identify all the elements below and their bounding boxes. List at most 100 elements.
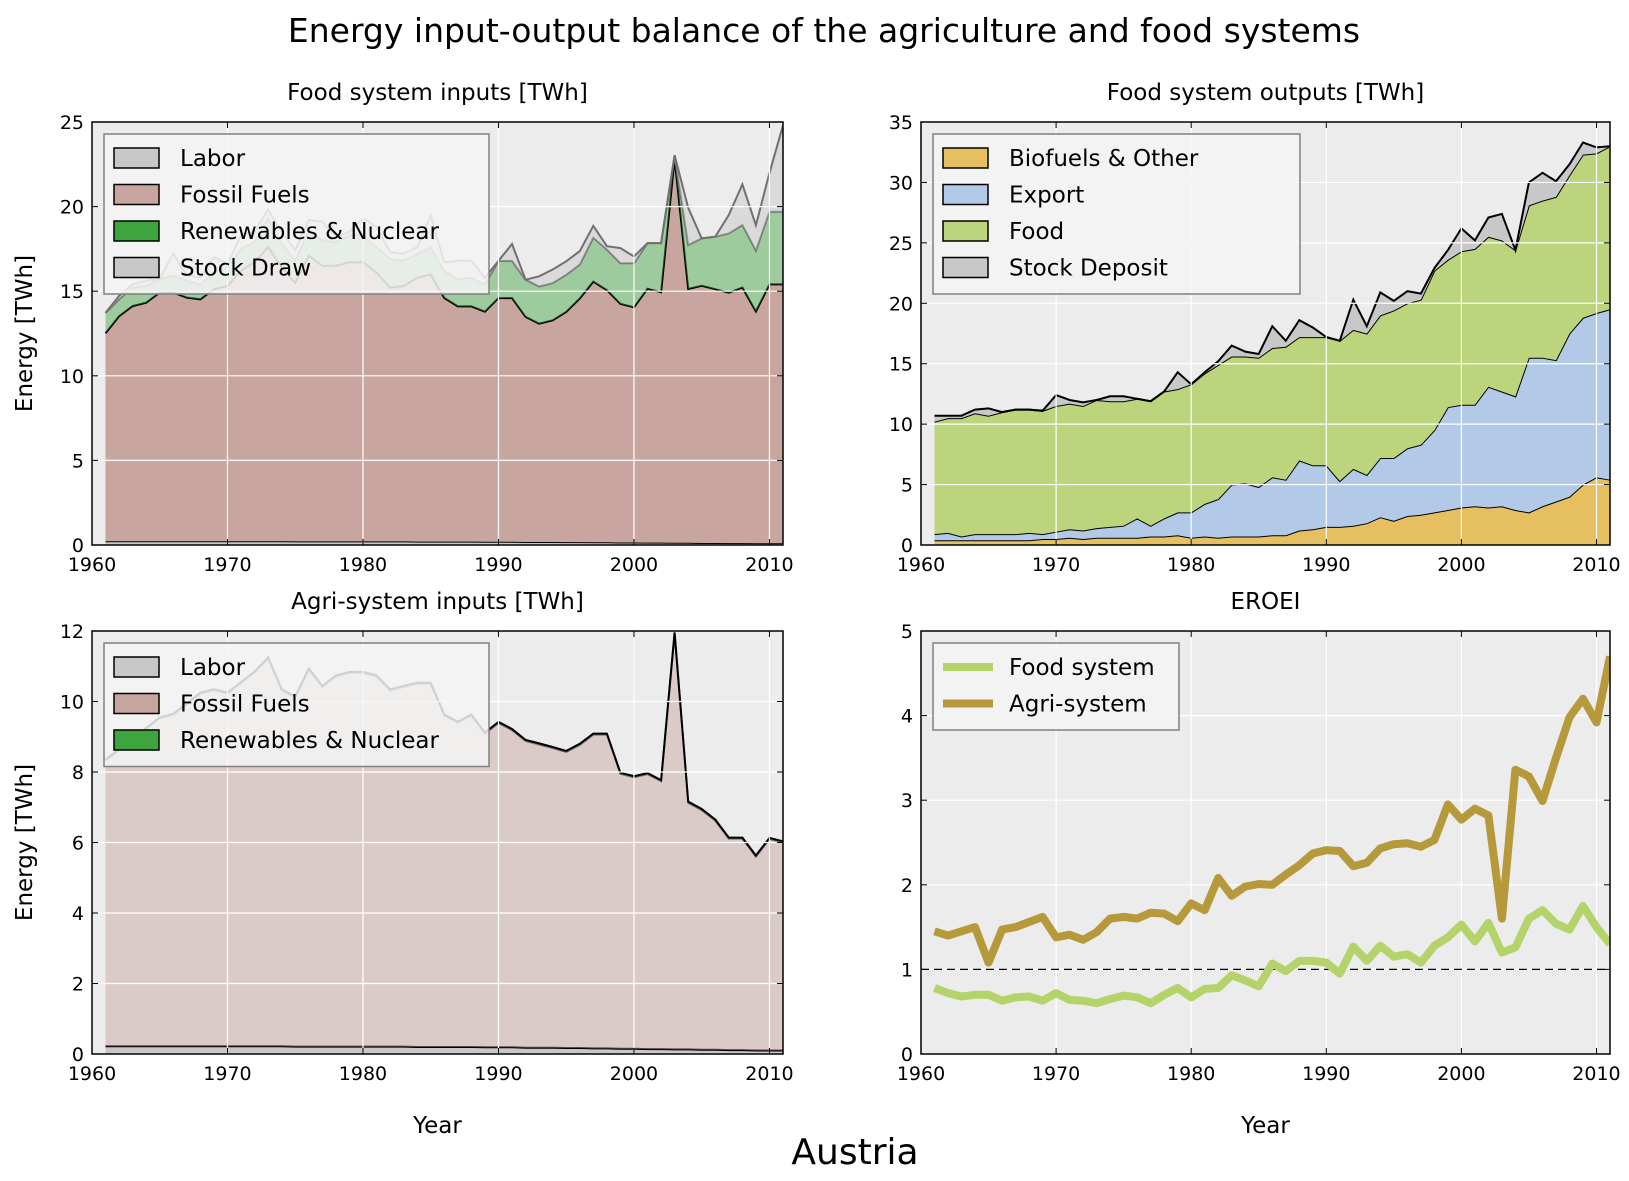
x-tick-label: 1970: [203, 554, 251, 576]
x-tick-label: 2010: [1572, 554, 1620, 576]
x-tick-label: 2000: [610, 1063, 658, 1085]
chart-food-system-outputs: 1960 1970 1980 1990 2000 2010 0 5 10 15 20 25 30 35 Fo…: [889, 80, 1621, 576]
legend-swatch: [942, 220, 989, 242]
y-tick-label: 12: [60, 621, 84, 643]
plot-area: [92, 122, 783, 545]
legend-swatch: [113, 656, 160, 678]
y-axis-label: Energy [TWh]: [12, 255, 38, 412]
legend-label: Renewables & Nuclear: [180, 728, 439, 754]
legend-box: [103, 642, 490, 768]
chart-title: Agri-system inputs [TWh]: [291, 589, 584, 615]
y-tick-label: 6: [72, 833, 84, 855]
chart-title: EROEI: [1231, 589, 1301, 615]
legend-label: Fossil Fuels: [180, 692, 310, 718]
x-tick-label: 1990: [1302, 554, 1350, 576]
plot-area: [921, 631, 1610, 1054]
legend-box: [103, 133, 490, 295]
x-tick-label: 1970: [1032, 554, 1080, 576]
plot-frame: [920, 630, 1611, 1055]
legend-swatch: [113, 220, 160, 242]
y-tick-label: 0: [72, 1044, 84, 1066]
legend-label: Agri-system: [1009, 692, 1147, 718]
legend-label: Export: [1009, 183, 1084, 209]
figure-title: Energy input-output balance of the agric…: [288, 11, 1360, 50]
y-tick-label: 0: [72, 535, 84, 557]
x-tick-label: 1960: [897, 1063, 945, 1085]
legend-label: Labor: [180, 146, 246, 172]
x-tick-label: 1960: [68, 554, 116, 576]
chart-title: Food system outputs [TWh]: [1107, 80, 1424, 106]
legend-box: [932, 642, 1180, 731]
line-food-system: [933, 902, 1610, 1008]
y-tick-label: 1: [901, 959, 913, 981]
legend-label: Fossil Fuels: [180, 183, 310, 209]
y-tick-label: 3: [901, 790, 913, 812]
x-tick-label: 2010: [745, 1063, 793, 1085]
x-tick-label: 1960: [68, 1063, 116, 1085]
y-tick-label: 8: [72, 762, 84, 784]
chart-title: Food system inputs [TWh]: [287, 80, 588, 106]
x-axis-label: Year: [1240, 1113, 1290, 1139]
x-tick-label: 1990: [474, 554, 522, 576]
legend-swatch: [113, 692, 160, 715]
legend-label: Stock Deposit: [1009, 256, 1168, 282]
area-renewables-and-nuclear: [105, 155, 783, 334]
y-tick-label: 25: [60, 112, 84, 134]
y-tick-label: 15: [889, 354, 913, 376]
x-tick-label: 2010: [1572, 1063, 1620, 1085]
x-axis-label: Year: [412, 1113, 462, 1139]
y-tick-label: 30: [889, 172, 913, 194]
legend-label: Food system: [1009, 655, 1155, 681]
x-tick-label: 1980: [1167, 554, 1215, 576]
plot-frame: [920, 121, 1611, 546]
y-tick-label: 10: [60, 366, 84, 388]
legend-label: Food: [1009, 219, 1064, 245]
x-tick-label: 1960: [897, 554, 945, 576]
x-tick-label: 1980: [339, 1063, 387, 1085]
legend-swatch: [942, 183, 989, 206]
legend-swatch: [113, 729, 160, 751]
legend-label: Renewables & Nuclear: [180, 219, 439, 245]
y-tick-label: 0: [901, 535, 913, 557]
area-biofuels-and-other: [934, 477, 1610, 545]
area-edge-labor: [105, 1045, 783, 1052]
y-tick-label: 5: [72, 450, 84, 472]
x-tick-label: 2010: [745, 554, 793, 576]
y-tick-label: 25: [889, 233, 913, 255]
y-tick-label: 5: [901, 621, 913, 643]
legend-swatch: [113, 183, 160, 206]
legend-label: Stock Draw: [180, 256, 311, 282]
y-tick-label: 20: [889, 293, 913, 315]
legend-swatch: [113, 147, 160, 169]
x-tick-label: 2000: [610, 554, 658, 576]
y-tick-label: 20: [60, 197, 84, 219]
legend-label: Labor: [180, 655, 246, 681]
y-tick-label: 4: [72, 903, 84, 925]
plot-area: [921, 122, 1610, 545]
y-tick-label: 10: [889, 414, 913, 436]
x-tick-label: 2000: [1437, 1063, 1485, 1085]
x-tick-label: 1970: [203, 1063, 251, 1085]
area-food: [934, 146, 1610, 537]
y-tick-label: 35: [889, 112, 913, 134]
y-tick-label: 15: [60, 281, 84, 303]
area-labor: [105, 1046, 783, 1054]
x-tick-label: 2000: [1437, 554, 1485, 576]
y-tick-label: 10: [60, 692, 84, 714]
x-tick-label: 1990: [1302, 1063, 1350, 1085]
y-tick-label: 0: [901, 1044, 913, 1066]
chart-eroei: 1960 1970 1980 1990 2000 2010 0 1 2 3 4 5 EROEI Year F…: [897, 589, 1621, 1139]
y-tick-label: 4: [901, 706, 913, 728]
legend-swatch: [942, 147, 989, 169]
chart-food-system-inputs: 1960 1970 1980 1990 2000 2010 0 5 10 15 20 25 Food s…: [12, 80, 794, 576]
y-tick-label: 2: [72, 974, 84, 996]
figure-footer: Austria: [791, 1132, 918, 1173]
x-tick-label: 1990: [474, 1063, 522, 1085]
legend-swatch: [942, 256, 989, 279]
area-export: [934, 309, 1610, 541]
area-edge-stock-deposit: [934, 141, 1610, 417]
chart-agri-system-inputs: 1960 1970 1980 1990 2000 2010 0 2 4 6 8 10 12 Agri-sy…: [12, 589, 794, 1139]
x-tick-label: 1970: [1032, 1063, 1080, 1085]
legend-box: [932, 133, 1301, 295]
